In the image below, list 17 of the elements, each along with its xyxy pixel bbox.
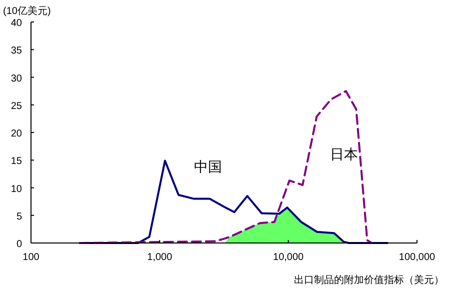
x-axis-title: 出口制品的附加价值指标（美元）: [294, 274, 444, 286]
series-label: 日本: [330, 146, 358, 162]
y-tick-label: 10: [10, 184, 22, 195]
y-tick-label: 35: [10, 46, 22, 57]
x-tick-label: 1,000: [147, 252, 173, 263]
x-tick-label: 100,000: [398, 252, 436, 263]
series-label: 中国: [194, 158, 222, 175]
y-tick-label: 20: [10, 128, 22, 140]
y-tick-label: 5: [16, 211, 22, 222]
y-axis-title: (10亿美元): [3, 5, 51, 17]
y-tick-label: 30: [10, 73, 22, 84]
x-tick-label: 100: [22, 252, 40, 263]
y-tick-label: 0: [16, 239, 22, 250]
x-tick-label: 10,000: [273, 252, 304, 263]
y-tick-label: 25: [10, 100, 22, 112]
y-tick-label: 15: [10, 156, 22, 168]
y-tick-label: 40: [10, 18, 22, 29]
